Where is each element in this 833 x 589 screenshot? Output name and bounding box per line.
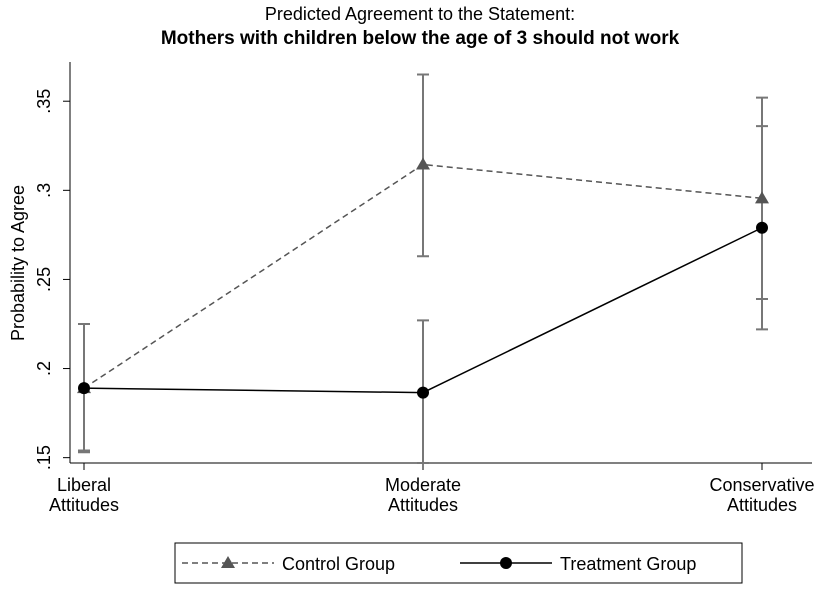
x-tick-label: Conservative Attitudes [709,475,814,515]
y-axis-label: Probability to Agree [8,185,28,341]
y-tick-label: .15 [34,445,54,470]
chart-title: Predicted Agreement to the Statement: [265,4,575,24]
y-tick-label: .35 [34,89,54,114]
y-tick-label: .3 [34,183,54,198]
chart-subtitle: Mothers with children below the age of 3… [161,28,680,49]
marker [416,157,430,170]
y-tick-label: .2 [34,361,54,376]
legend-marker [221,556,235,568]
marker [78,382,90,395]
legend-box [174,542,743,584]
legend-label: Treatment Group [560,554,696,574]
x-tick-label: Moderate Attitudes [385,475,461,515]
marker [756,221,768,234]
series-line [83,163,763,389]
marker [417,386,429,399]
x-tick-label: Liberal Attitudes [49,475,119,515]
legend-marker [500,557,512,569]
marker [755,191,769,204]
y-tick-label: .25 [34,267,54,292]
legend-label: Control Group [282,554,395,574]
